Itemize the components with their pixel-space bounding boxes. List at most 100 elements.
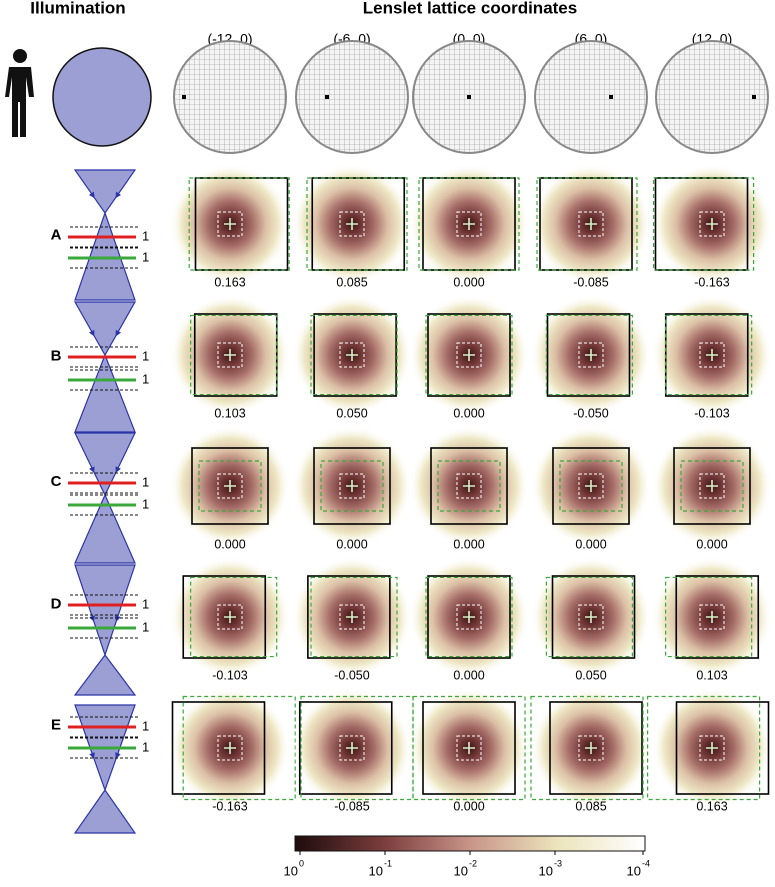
shift-value: 0.000: [453, 799, 484, 813]
center-box: [217, 473, 243, 499]
light-cone: [73, 564, 137, 696]
aperture-box: [182, 575, 267, 659]
center-cross: [346, 480, 358, 492]
center-cross: [585, 742, 597, 754]
center-cross: [346, 218, 358, 230]
shift-value: 0.000: [453, 668, 484, 682]
aperture-box: [298, 701, 393, 795]
aperture-box: [551, 575, 636, 659]
green-box: [412, 695, 526, 801]
aperture-box: [193, 313, 278, 397]
row-label: D: [51, 595, 62, 612]
center-box: [217, 211, 243, 237]
colorbar-tick-exponent: -1: [384, 858, 392, 868]
center-cross: [224, 611, 236, 623]
shift-value: -0.103: [694, 406, 729, 420]
aperture-box: [427, 313, 511, 397]
center-cross: [706, 742, 718, 754]
center-box: [217, 342, 243, 368]
plane-label: 1: [142, 474, 149, 489]
center-box: [339, 735, 365, 761]
plane-label: 1: [142, 619, 149, 634]
center-box: [339, 342, 365, 368]
lenslet-marker: [752, 95, 756, 99]
light-cone: [73, 169, 137, 301]
green-box: [646, 695, 761, 801]
lenslet-marker: [609, 95, 613, 99]
center-box: [217, 604, 243, 630]
center-box: [699, 211, 725, 237]
center-cross: [585, 218, 597, 230]
aperture-box: [654, 177, 749, 271]
lenslet-marker: [467, 95, 471, 99]
center-box: [578, 735, 604, 761]
plane-label: 1: [142, 249, 149, 264]
center-cross: [346, 742, 358, 754]
colorbar-tick-exponent: -2: [469, 858, 477, 868]
illumination-heading: Illumination: [30, 0, 125, 17]
illumination-disc: [52, 47, 152, 147]
shift-value: 0.000: [336, 537, 367, 551]
shift-value: 0.000: [453, 537, 484, 551]
aperture-box: [675, 701, 770, 795]
aperture-box: [427, 575, 511, 659]
center-cross: [224, 349, 236, 361]
shift-value: -0.050: [573, 406, 608, 420]
aperture-box: [546, 313, 631, 397]
center-cross: [706, 349, 718, 361]
green-box: [437, 460, 501, 512]
light-cone: [73, 704, 137, 834]
plane-label: 1: [142, 371, 149, 386]
lenslet-lattice: [534, 40, 648, 154]
center-box: [339, 473, 365, 499]
colorbar-tick-exponent: -4: [642, 858, 650, 868]
colorbar: [294, 835, 646, 852]
aperture-box: [307, 575, 391, 659]
shift-value: 0.000: [575, 537, 606, 551]
plane-label: 1: [142, 596, 149, 611]
colorbar-tick-base: 10: [284, 863, 298, 878]
shift-value: 0.103: [696, 668, 727, 682]
center-cross: [463, 480, 475, 492]
colorbar-tick-base: 10: [539, 863, 553, 878]
figure-title: Lenslet lattice coordinates: [363, 0, 577, 17]
green-box: [665, 314, 753, 396]
shift-value: 0.000: [696, 537, 727, 551]
center-cross: [706, 611, 718, 623]
plane-label: 1: [142, 739, 149, 754]
aperture-box: [673, 447, 751, 525]
green-box: [680, 460, 744, 512]
center-box: [699, 735, 725, 761]
center-box: [217, 735, 243, 761]
center-box: [456, 735, 482, 761]
green-box: [418, 177, 520, 271]
shift-value: 0.085: [336, 275, 367, 289]
shift-value: 0.050: [336, 406, 367, 420]
colorbar-tick-exponent: -3: [554, 858, 562, 868]
center-box: [339, 604, 365, 630]
lenslet-marker: [325, 95, 329, 99]
aperture-box: [171, 701, 266, 795]
center-box: [578, 342, 604, 368]
row-label: E: [51, 716, 61, 733]
center-box: [578, 473, 604, 499]
lenslet-lattice: [655, 40, 769, 154]
center-cross: [463, 611, 475, 623]
plane-label: 1: [142, 718, 149, 733]
aperture-box: [313, 313, 397, 397]
center-box: [699, 473, 725, 499]
shift-value: 0.163: [214, 275, 245, 289]
center-cross: [346, 349, 358, 361]
green-box: [188, 177, 290, 271]
shift-value: 0.000: [453, 406, 484, 420]
aperture-box: [675, 575, 760, 659]
center-cross: [224, 742, 236, 754]
center-cross: [706, 480, 718, 492]
center-cross: [463, 349, 475, 361]
green-box: [545, 314, 634, 396]
shift-value: 0.000: [453, 275, 484, 289]
person-icon: [5, 49, 34, 137]
green-box: [190, 576, 278, 658]
center-cross: [463, 742, 475, 754]
